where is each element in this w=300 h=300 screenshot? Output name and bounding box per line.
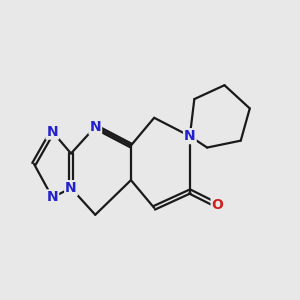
- Text: N: N: [46, 124, 58, 139]
- Text: N: N: [184, 129, 196, 143]
- Text: N: N: [46, 190, 58, 205]
- Text: O: O: [212, 198, 224, 212]
- Text: N: N: [89, 120, 101, 134]
- Text: N: N: [65, 181, 77, 195]
